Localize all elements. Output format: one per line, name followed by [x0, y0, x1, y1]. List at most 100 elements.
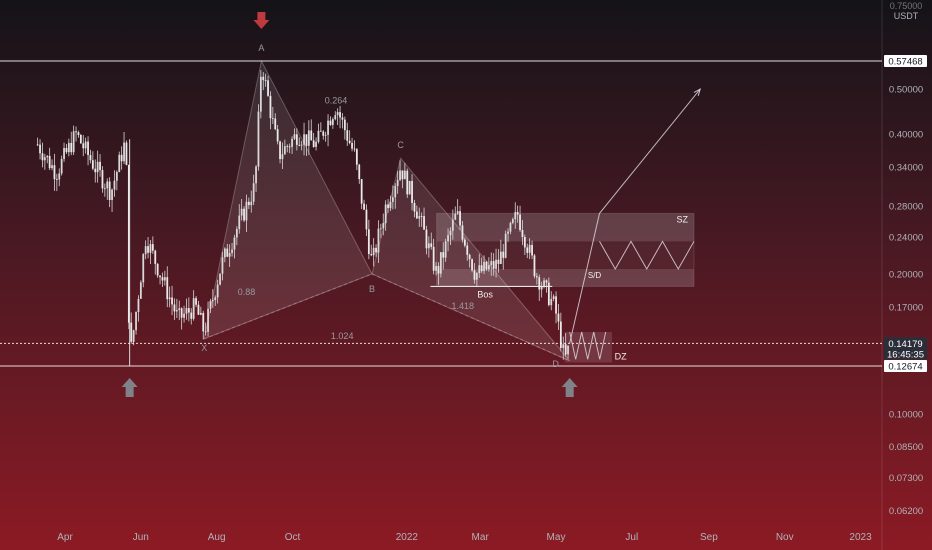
candle-body	[315, 141, 317, 147]
candle-body	[451, 219, 454, 231]
x-tick-5: Mar	[472, 532, 490, 543]
x-tick-9: Nov	[776, 532, 794, 543]
candle-body	[473, 270, 476, 280]
y-tick-12: 0.06200	[889, 506, 923, 517]
candle-body	[303, 134, 305, 145]
y-tick-4: 0.28000	[889, 202, 923, 213]
annotation-3: 1.024	[331, 331, 354, 341]
candle-body	[60, 159, 63, 174]
candle-body	[264, 80, 267, 81]
candle-body	[363, 203, 365, 210]
candle-body	[507, 231, 509, 234]
candle-body	[187, 308, 190, 313]
candle-body	[262, 76, 265, 81]
candle-body	[94, 168, 97, 173]
candle-body	[252, 183, 255, 202]
candle-body	[526, 247, 529, 253]
y-tick-1: 0.50000	[889, 85, 923, 96]
candle-body	[202, 312, 205, 332]
price-label-box-3	[884, 337, 927, 360]
projection-zigzag-upper	[599, 240, 695, 270]
candle-body	[43, 157, 46, 161]
candle-body	[495, 259, 497, 269]
candle-body	[238, 215, 241, 230]
candle-body	[307, 130, 310, 146]
candle-body	[492, 261, 495, 269]
candle-body	[67, 142, 70, 153]
candle-body	[456, 211, 459, 214]
candle-body	[435, 265, 437, 271]
candle-body	[216, 284, 219, 298]
candle-body	[281, 154, 284, 160]
x-tick-1: Jun	[133, 532, 149, 543]
candle-body	[46, 155, 49, 158]
candle-body	[348, 140, 351, 143]
candle-body	[411, 180, 413, 203]
y-tick-2: 0.40000	[889, 130, 923, 141]
candle-body	[514, 212, 517, 220]
candle-body	[490, 261, 493, 266]
candle-body	[211, 299, 214, 302]
candle-body	[538, 277, 541, 290]
candle-body	[399, 170, 401, 180]
time-axis: Apr Jun Aug Oct 2022 Mar May Jul Sep Nov 2023	[57, 532, 872, 543]
candle-body	[310, 130, 313, 141]
countdown-label: 16:45:35	[887, 349, 924, 360]
candle-body	[257, 111, 260, 167]
candle-body	[351, 142, 353, 149]
candle-body	[190, 312, 193, 319]
candle-body	[115, 171, 118, 181]
candle-body	[387, 204, 389, 209]
candle-body	[403, 170, 406, 180]
projection-zigzag-lower	[569, 331, 607, 360]
price-axis-top-label: 0.75000	[890, 1, 923, 11]
candle-body	[103, 188, 106, 190]
candle-body	[523, 236, 526, 248]
candle-body	[382, 223, 385, 229]
candle-body	[168, 297, 171, 300]
pattern-point-x: X	[201, 343, 207, 353]
projection-arrowhead	[693, 88, 702, 96]
candle-body	[406, 170, 409, 195]
price-label-3: 0.14179	[888, 339, 922, 350]
candle-body	[533, 255, 536, 277]
candle-body	[243, 208, 245, 221]
candle-body	[144, 246, 147, 255]
candle-body	[161, 277, 164, 281]
candle-body	[231, 249, 233, 254]
candles-layer	[36, 70, 569, 366]
y-tick-7: 0.17000	[889, 302, 923, 313]
annotation-5: Bos	[477, 289, 493, 299]
candle-body	[370, 254, 373, 256]
candle-body	[557, 313, 560, 322]
candle-body	[559, 321, 562, 349]
candle-body	[535, 276, 538, 278]
candle-body	[39, 144, 41, 154]
candle-body	[502, 251, 505, 258]
candle-body	[36, 144, 39, 146]
candle-body	[204, 331, 207, 333]
pattern-point-d: D	[552, 359, 559, 369]
candle-body	[327, 120, 329, 135]
x-tick-4: 2022	[396, 532, 419, 543]
candle-body	[283, 146, 286, 155]
candle-body	[552, 296, 555, 299]
candle-body	[87, 141, 89, 156]
candle-body	[219, 273, 221, 285]
candle-body	[334, 115, 337, 120]
candle-body	[269, 95, 272, 119]
candle-body	[358, 164, 361, 180]
candle-body	[226, 248, 229, 257]
candle-body	[58, 173, 61, 180]
candle-body	[401, 170, 404, 180]
candle-body	[118, 154, 121, 172]
candle-body	[286, 146, 289, 147]
candle-body	[180, 308, 183, 318]
candle-body	[291, 138, 293, 147]
candle-body	[516, 212, 519, 215]
candle-body	[235, 229, 238, 238]
candle-body	[199, 312, 202, 315]
candle-body	[355, 149, 358, 165]
